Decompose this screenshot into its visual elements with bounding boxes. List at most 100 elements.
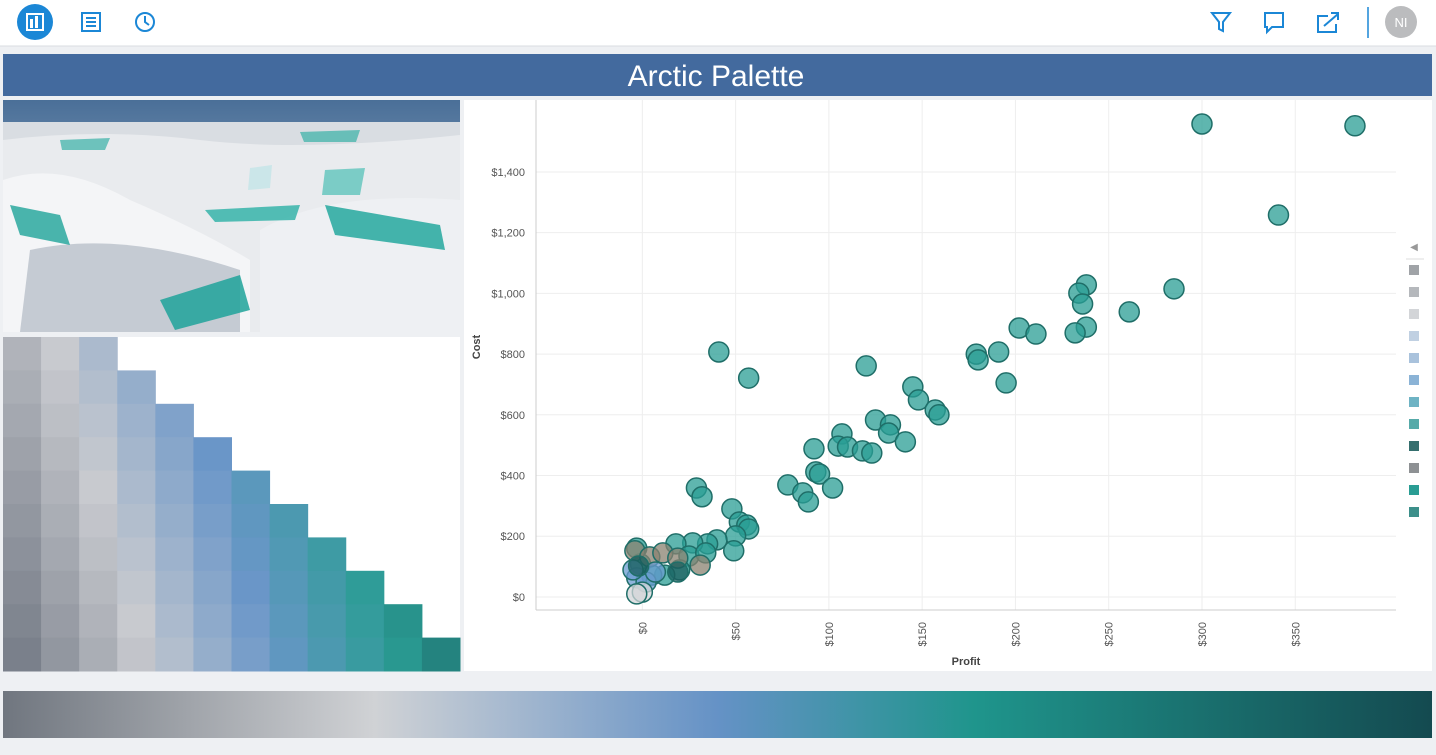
mosaic-cell <box>193 637 232 672</box>
data-point <box>1118 301 1140 323</box>
data-point <box>1071 293 1094 315</box>
mosaic-cell <box>3 403 42 438</box>
mosaic-cell <box>421 637 461 672</box>
data-point <box>722 540 745 562</box>
mosaic-cell <box>269 604 309 639</box>
legend-swatch <box>1409 265 1419 275</box>
mosaic-cell <box>41 437 80 472</box>
scatter-chart: $0 $200 $400 $600 $800 $1,000 $1,200 $1,400 $0 $5… <box>471 100 1396 668</box>
mosaic-cell <box>117 470 156 505</box>
mosaic-cell <box>79 570 118 605</box>
mosaic-cell <box>41 504 80 538</box>
mosaic-cell <box>231 504 271 538</box>
mosaic-cell <box>41 570 80 605</box>
y-tick-label: $400 <box>501 471 525 483</box>
data-point <box>861 442 883 464</box>
mosaic-cell <box>155 437 194 472</box>
x-tick-label: $300 <box>1197 622 1209 646</box>
mosaic-cell <box>79 537 118 572</box>
mosaic-cell <box>3 570 42 605</box>
mosaic-cell <box>41 370 80 405</box>
data-point <box>1344 115 1366 137</box>
mosaic-cell <box>155 604 194 639</box>
y-tick-label: $200 <box>501 531 525 543</box>
y-tick-label: $1,400 <box>491 167 525 179</box>
mosaic-cell <box>41 604 80 639</box>
mosaic-cell <box>117 570 156 605</box>
user-initials: NI <box>1395 15 1408 30</box>
data-point <box>967 349 989 371</box>
mosaic-cell <box>383 637 423 672</box>
data-point <box>821 477 844 499</box>
mosaic-cell <box>3 337 42 371</box>
mosaic-cell <box>193 604 232 639</box>
x-tick-label: $100 <box>824 622 836 646</box>
mosaic-cell <box>3 604 42 639</box>
legend: ◀ <box>1406 242 1424 517</box>
data-point <box>877 422 900 444</box>
mosaic-cell <box>231 637 271 672</box>
ice-image <box>3 100 460 332</box>
mosaic-cell <box>307 570 347 605</box>
palette-gradient <box>3 691 1432 738</box>
history-button[interactable] <box>135 12 155 32</box>
svg-text:◀: ◀ <box>1410 242 1418 253</box>
toolbar <box>0 0 1436 46</box>
share-button[interactable] <box>1317 12 1339 33</box>
mosaic-cell <box>117 403 156 438</box>
data-point <box>667 561 689 583</box>
data-point <box>691 486 713 508</box>
mosaic-cell <box>231 470 271 505</box>
mosaic-cell <box>307 537 347 572</box>
data-point <box>995 372 1017 394</box>
y-tick-label: $1,000 <box>491 288 525 300</box>
x-tick-label: $350 <box>1290 622 1302 646</box>
data-point <box>1064 322 1086 344</box>
data-point <box>737 367 760 389</box>
mosaic-cell <box>155 570 194 605</box>
mosaic-cell <box>79 637 118 672</box>
mosaic-cell <box>117 437 156 472</box>
data-point <box>1267 204 1290 226</box>
data-point <box>928 404 950 426</box>
x-tick-label: $50 <box>731 622 743 640</box>
filter-button[interactable] <box>1209 12 1233 33</box>
x-tick-label: $250 <box>1104 622 1116 646</box>
mosaic-cell <box>117 370 156 405</box>
mosaic-cell <box>117 504 156 538</box>
legend-swatch <box>1409 331 1419 341</box>
legend-swatch <box>1409 287 1419 297</box>
mosaic-cell <box>79 504 118 538</box>
legend-swatch <box>1409 375 1419 385</box>
mosaic-cell <box>269 504 309 538</box>
legend-swatch <box>1409 397 1419 407</box>
mosaic-cell <box>345 570 385 605</box>
mosaic-cell <box>3 637 42 672</box>
mosaic-cell <box>117 604 156 639</box>
legend-swatch <box>1409 463 1419 473</box>
mosaic-cell <box>79 337 118 371</box>
mosaic-cell <box>41 637 80 672</box>
mosaic-cell <box>345 604 385 639</box>
y-tick-label: $800 <box>501 349 525 361</box>
mosaic-cell <box>117 637 156 672</box>
mosaic-cell <box>193 437 232 472</box>
comment-button[interactable] <box>1264 12 1284 35</box>
mosaic-cell <box>155 504 194 538</box>
list-button[interactable] <box>81 12 101 32</box>
mosaic-cell <box>345 637 385 672</box>
mosaic-cell <box>3 537 42 572</box>
data-point <box>797 491 820 513</box>
avatar[interactable] <box>1385 6 1417 38</box>
data-point <box>627 555 650 577</box>
y-tick-label: $600 <box>501 410 525 422</box>
mosaic-cell <box>3 470 42 505</box>
mosaic-cell <box>41 337 80 371</box>
palette-mosaic <box>3 337 461 672</box>
chart-view-button[interactable] <box>17 4 53 40</box>
mosaic-cell <box>231 537 271 572</box>
mosaic-cell <box>79 604 118 639</box>
mosaic-cell <box>3 504 42 538</box>
